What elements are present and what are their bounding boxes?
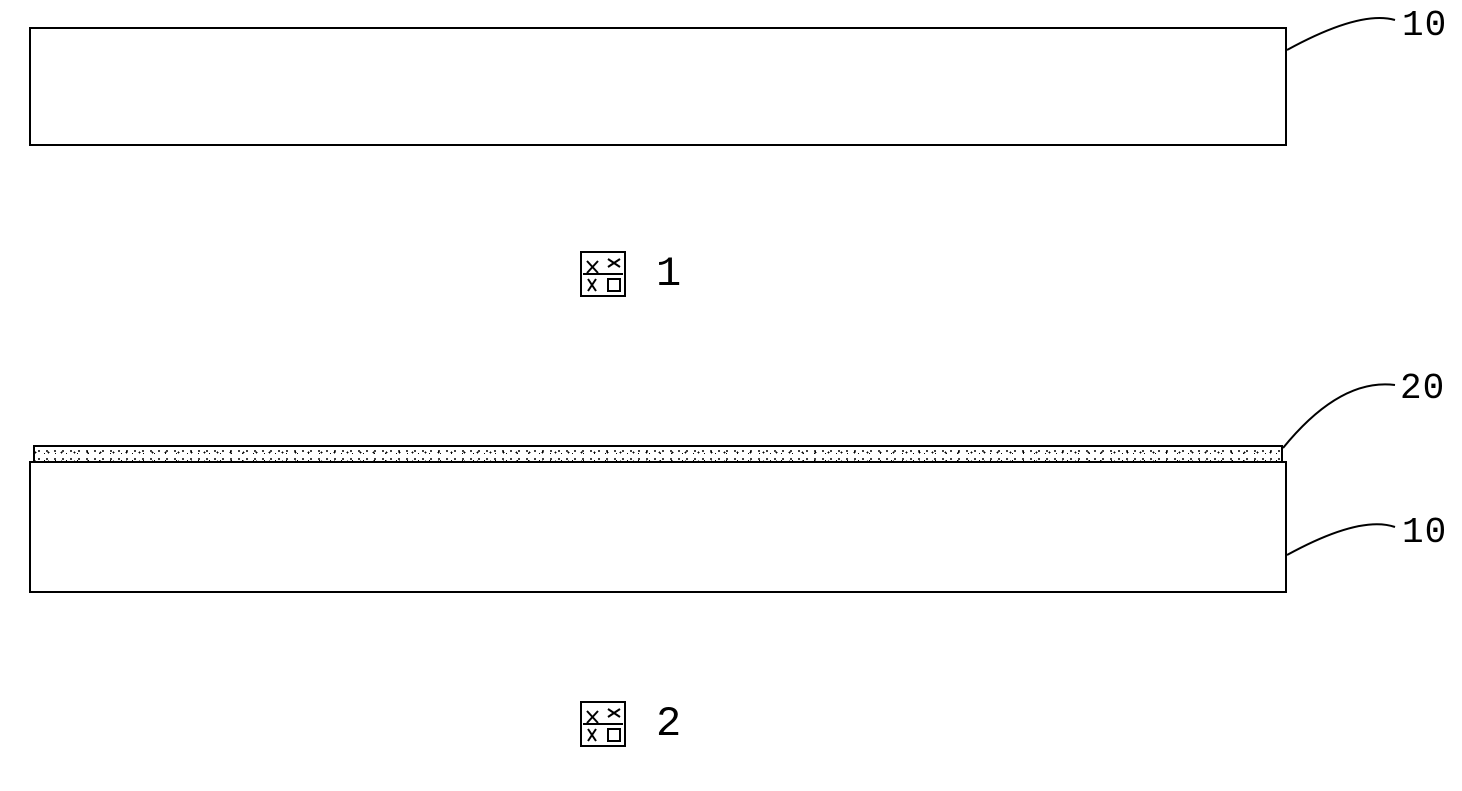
fig2-label-10: 10 [1402, 512, 1447, 553]
caption-char-icon [580, 701, 626, 747]
caption-fig1: 1 [580, 250, 681, 298]
fig2-label-20: 20 [1400, 368, 1445, 409]
caption-fig2-number: 2 [656, 700, 681, 748]
caption-fig1-number: 1 [656, 250, 681, 298]
caption-char-icon [580, 251, 626, 297]
fig2-substrate-rect [29, 461, 1287, 593]
fig2-top-layer [33, 445, 1283, 461]
fig1-substrate-rect [29, 27, 1287, 146]
fig1-label-10: 10 [1402, 5, 1447, 46]
caption-fig2: 2 [580, 700, 681, 748]
